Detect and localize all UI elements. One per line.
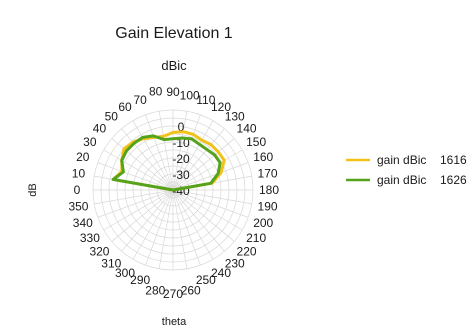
angle-tick-label: 110: [196, 93, 215, 107]
grid-spoke: [172, 162, 249, 191]
polar-grid: [92, 109, 254, 271]
angle-tick-label: 300: [115, 266, 135, 280]
grid-spoke: [172, 189, 243, 231]
angle-tick-label: 90: [166, 85, 180, 99]
grid-spoke: [103, 189, 174, 231]
legend-label: gain dBic 1616: [377, 153, 467, 167]
angle-tick-label: 30: [83, 135, 97, 149]
angle-tick-label: 0: [74, 183, 81, 197]
grid-spoke: [158, 189, 174, 269]
angle-tick-label: 140: [237, 121, 257, 135]
grid-spoke: [172, 138, 235, 191]
angle-tick-label: 190: [258, 200, 278, 214]
series-lines: [111, 130, 226, 192]
angle-tick-label: 200: [253, 216, 273, 230]
angle-tick-label: 210: [246, 231, 266, 245]
angle-tick-label: 40: [93, 121, 107, 135]
grid-spoke: [172, 189, 235, 242]
angle-tick-label: 310: [101, 257, 121, 271]
angle-tick-label: 120: [211, 100, 231, 114]
grid-spoke: [97, 162, 174, 191]
angle-tick-label: 280: [145, 283, 165, 297]
grid-spoke: [172, 189, 249, 218]
chart-title: Gain Elevation 1: [115, 25, 233, 42]
grid-spoke: [172, 111, 188, 191]
radial-tick-label: -30: [172, 168, 190, 182]
grid-spoke: [145, 189, 174, 266]
angle-tick-label: 260: [181, 283, 201, 297]
grid-spoke: [158, 111, 174, 191]
legend-label: gain dBic 1626: [377, 173, 467, 187]
angle-tick-label: 50: [105, 109, 119, 123]
grid-spoke: [132, 120, 174, 191]
angle-tick-label: 240: [211, 266, 231, 280]
radial-tick-label: -20: [172, 152, 190, 166]
grid-spoke: [132, 189, 174, 260]
grid-spoke: [121, 189, 174, 252]
angle-tick-label: 170: [258, 166, 278, 180]
angle-tick-label: 70: [133, 93, 147, 107]
grid-spoke: [172, 189, 201, 266]
angle-tick-label: 290: [130, 273, 150, 287]
grid-spoke: [172, 120, 214, 191]
angle-tick-label: 130: [225, 109, 245, 123]
grid-spoke: [97, 189, 174, 218]
angle-tick-label: 330: [80, 231, 100, 245]
radial-tick-label: 0: [178, 120, 185, 134]
angle-tick-label: 80: [149, 85, 163, 99]
grid-spoke: [172, 114, 201, 191]
grid-spoke: [121, 128, 174, 191]
legend: gain dBic 1616 gain dBic 1626: [346, 153, 467, 187]
grid-spoke: [172, 128, 225, 191]
angle-tick-label: 320: [89, 245, 109, 259]
angle-tick-label: 10: [72, 166, 86, 180]
grid-spoke: [172, 189, 214, 260]
angle-tick-label: 20: [76, 150, 90, 164]
series-line-2: [111, 134, 222, 192]
angle-tick-label: 220: [237, 245, 257, 259]
angle-tick-label: 250: [196, 273, 216, 287]
side-label: dB: [27, 183, 39, 196]
angle-tick-label: 150: [246, 135, 266, 149]
grid-spoke: [111, 138, 174, 191]
angle-tick-label: 350: [68, 200, 88, 214]
radial-axis-label: dBic: [161, 58, 187, 73]
angle-tick-label: 340: [73, 216, 93, 230]
grid-spoke: [172, 189, 252, 205]
grid-spoke: [94, 189, 174, 205]
grid-spoke: [111, 189, 174, 242]
angle-tick-label: 100: [180, 88, 200, 102]
angle-tick-label: 60: [118, 100, 132, 114]
grid-spoke: [172, 149, 243, 191]
grid-spoke: [103, 149, 174, 191]
angular-axis-label: theta: [162, 316, 187, 328]
grid-spoke: [172, 189, 225, 252]
grid-spoke: [145, 114, 174, 191]
angle-tick-label: 270: [163, 287, 183, 301]
angle-tick-label: 230: [225, 257, 245, 271]
angle-tick-label: 160: [253, 150, 273, 164]
angle-tick-label: 180: [259, 183, 279, 197]
grid-spoke: [172, 189, 188, 269]
